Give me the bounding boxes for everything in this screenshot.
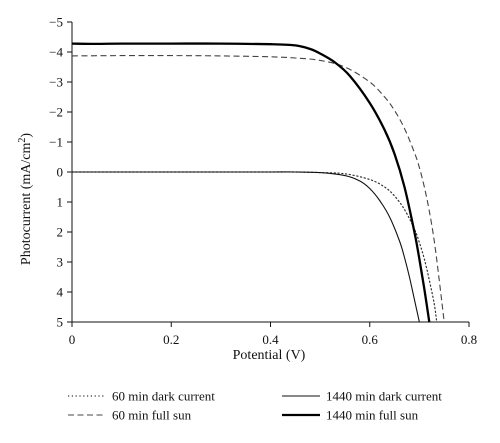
y-axis-title-main: Photocurrent (mA/cm <box>19 142 34 265</box>
y-tick-label: 4 <box>57 285 64 300</box>
legend-label-1: 60 min dark current <box>112 389 215 404</box>
y-tick-label: 0 <box>57 165 64 180</box>
y-tick-label: −5 <box>49 15 63 30</box>
legend-label-2: 1440 min dark current <box>326 389 442 404</box>
x-tick-label: 0.4 <box>262 332 279 347</box>
x-tick-label: 0.6 <box>362 332 379 347</box>
legend-label-3: 60 min full sun <box>112 408 192 423</box>
y-axis-title-close: ) <box>19 133 34 138</box>
legend-label-4: 1440 min full sun <box>326 408 419 423</box>
y-tick-label: 3 <box>57 255 64 270</box>
series-line-1 <box>71 171 438 323</box>
series-line-3 <box>71 55 445 323</box>
y-axis-title: Photocurrent (mA/cm2) <box>17 133 34 265</box>
x-axis-title: Potential (V) <box>233 348 306 363</box>
series-line-4 <box>71 42 431 323</box>
y-tick-label: 2 <box>57 225 64 240</box>
y-tick-label: 5 <box>57 315 64 330</box>
y-tick-label: 1 <box>57 195 64 210</box>
y-tick-label: −4 <box>49 45 63 60</box>
y-axis-title-sup: 2 <box>17 138 28 143</box>
x-tick-label: 0.2 <box>163 332 179 347</box>
series-line-2 <box>71 171 420 323</box>
x-tick-label: 0 <box>69 332 76 347</box>
y-tick-label: −2 <box>49 105 63 120</box>
series-layer <box>71 42 445 323</box>
y-tick-label: −1 <box>49 135 63 150</box>
y-tick-label: −3 <box>49 75 63 90</box>
x-tick-label: 0.8 <box>461 332 477 347</box>
legend: 60 min dark current 1440 min dark current… <box>68 389 442 423</box>
